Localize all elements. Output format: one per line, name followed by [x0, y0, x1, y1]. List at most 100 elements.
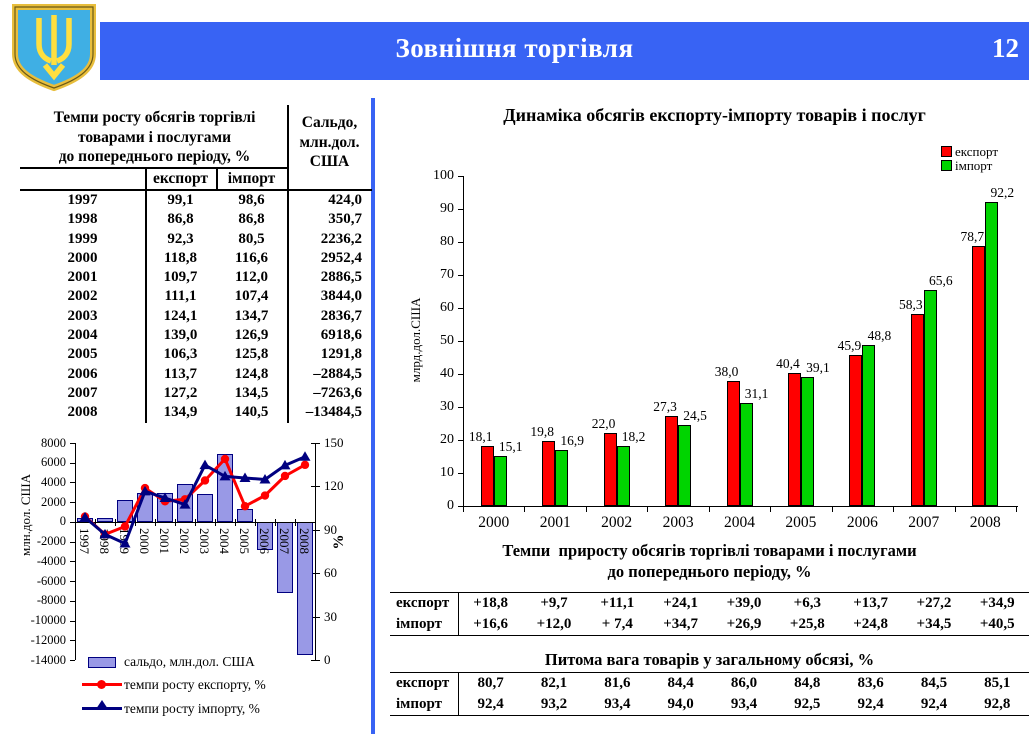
circle-marker: [300, 460, 310, 470]
import-bar-label: 65,6: [928, 272, 953, 288]
value-cell: +6,3: [793, 595, 821, 611]
share-table-body: експорт 80,7 82,1 81,6 84,4 86,0 84,8 83,6 84,5 8…: [390, 672, 1029, 716]
left-table-title-line: товарами і послугами: [77, 128, 232, 146]
export-legend-swatch: [941, 146, 952, 157]
y-axis-tick: [70, 600, 75, 602]
export-bar-label: 58,3: [898, 296, 923, 312]
table-rule: [287, 105, 289, 423]
value-cell: +34,7: [663, 616, 699, 632]
share-table-title: Питома вага товарів у загальному обсязі,…: [544, 650, 875, 669]
export-cell: 139,0: [163, 327, 198, 344]
export-bar: [665, 415, 679, 506]
x-axis-tick: [954, 506, 956, 512]
left-table-title-line: Темпи росту обсягів торгівлі: [53, 109, 256, 126]
import-bar-label: 48,8: [867, 328, 892, 343]
value-cell: +34,9: [979, 595, 1015, 611]
y-axis-tick: [458, 176, 463, 177]
export-cell: 109,7: [163, 269, 198, 286]
y-axis-tick: [70, 660, 75, 661]
value-cell: +27,2: [916, 595, 952, 611]
x-axis-tick: [215, 518, 216, 526]
saldo-cell: 350,7: [328, 211, 362, 228]
year-cell: 2004: [67, 327, 98, 344]
triangle-marker: [99, 528, 111, 539]
triangle-marker: [279, 459, 291, 470]
value-cell: 92,5: [794, 696, 821, 712]
import-cell: 112,0: [235, 269, 268, 286]
row-label: експорт: [390, 673, 459, 694]
right-axis-tick-label: 60: [324, 565, 337, 581]
x-axis-tick: [195, 518, 196, 526]
y-axis-tick: [70, 462, 75, 464]
table-row: експорт 80,7 82,1 81,6 84,4 86,0 84,8 83,6 84,5 8…: [390, 673, 1029, 694]
value-cell: +24,1: [663, 595, 699, 611]
export-import-bar-chart: млрд.дол.США 0 10 20 30 40 50 60 70 80 90 100 2000 2…: [400, 130, 1029, 542]
x-axis-tick: [770, 506, 772, 512]
right-axis-tick-label: 120: [324, 478, 344, 494]
import-line-legend-marker: [96, 700, 108, 709]
import-legend-swatch: [941, 160, 952, 171]
value-cell: +34,5: [916, 616, 952, 632]
value-cell: +13,7: [853, 595, 889, 611]
x-axis-year-label: 2005: [785, 514, 817, 531]
circle-marker: [260, 491, 270, 500]
legend-item-import: імпорт: [941, 158, 998, 173]
y-axis-tick-label: 20: [440, 432, 454, 447]
triangle-marker: [159, 492, 171, 502]
value-cell: +18,8: [473, 595, 509, 611]
value-cell: +24,8: [853, 616, 889, 632]
x-axis-tick: [135, 518, 136, 526]
y-axis-tick-label: -2000: [36, 534, 66, 549]
slide-title: Зовнішня торгівля: [395, 33, 634, 63]
import-cell: 134,7: [234, 307, 269, 324]
y-axis-tick: [70, 640, 75, 642]
value-cell: 92,4: [477, 696, 504, 712]
triangle-marker: [119, 538, 131, 548]
x-axis-line: [463, 506, 1018, 507]
saldo-cell: 2952,4: [320, 249, 362, 266]
saldo-column-header: Сальдо, млн.дол. США: [287, 113, 372, 172]
table-row: 2006 113,7 124,8 –2884,5: [20, 365, 372, 384]
y-axis-tick: [70, 443, 75, 444]
year-cell: 1998: [67, 211, 98, 228]
y-axis-tick: [458, 275, 463, 276]
value-cell: 81,6: [604, 675, 631, 691]
x-axis-tick: [708, 506, 710, 512]
value-cell: + 7,4: [601, 616, 633, 632]
y-axis-tick-label: -14000: [30, 652, 66, 667]
value-cell: +16,6: [473, 616, 509, 632]
right-axis-tick: [311, 660, 320, 661]
value-cell: 80,7: [477, 675, 504, 691]
export-bar-label: 19,8: [530, 423, 554, 439]
y-axis-tick: [458, 308, 463, 309]
x-axis-tick: [585, 506, 587, 512]
import-bar: [555, 450, 569, 506]
y-axis-tick: [70, 561, 75, 563]
y-axis-tick-label: -10000: [30, 613, 66, 628]
y-axis-tick-label: 4000: [41, 474, 66, 489]
import-cell: 134,5: [234, 384, 269, 401]
right-axis-tick: [311, 529, 320, 531]
year-cell: 2002: [67, 288, 98, 305]
x-axis-tick: [1016, 506, 1017, 512]
export-cell: 134,9: [163, 404, 198, 421]
right-axis-tick: [311, 616, 320, 618]
x-axis-year-label: 2006: [846, 514, 878, 531]
x-axis-year-label: 2008: [969, 514, 1001, 531]
year-cell: 1997: [67, 192, 98, 208]
table-rule: [145, 168, 147, 423]
table-rule: [216, 168, 218, 189]
saldo-cell: 2236,2: [320, 230, 362, 247]
y-axis-tick: [458, 407, 463, 408]
saldo-cell: 6918,6: [320, 327, 362, 344]
import-bar-label: 31,1: [744, 386, 769, 402]
y-axis-tick-label: 70: [440, 267, 454, 282]
export-cell: 86,8: [167, 211, 194, 228]
y-axis-tick: [458, 242, 463, 243]
saldo-header-line: США: [309, 153, 350, 170]
value-cell: 85,1: [984, 675, 1011, 691]
y-axis-tick-label: -6000: [36, 573, 66, 588]
x-axis-year-label: 2001: [539, 514, 571, 531]
import-growth-line: [84, 455, 306, 545]
y-axis-tick: [458, 473, 463, 474]
